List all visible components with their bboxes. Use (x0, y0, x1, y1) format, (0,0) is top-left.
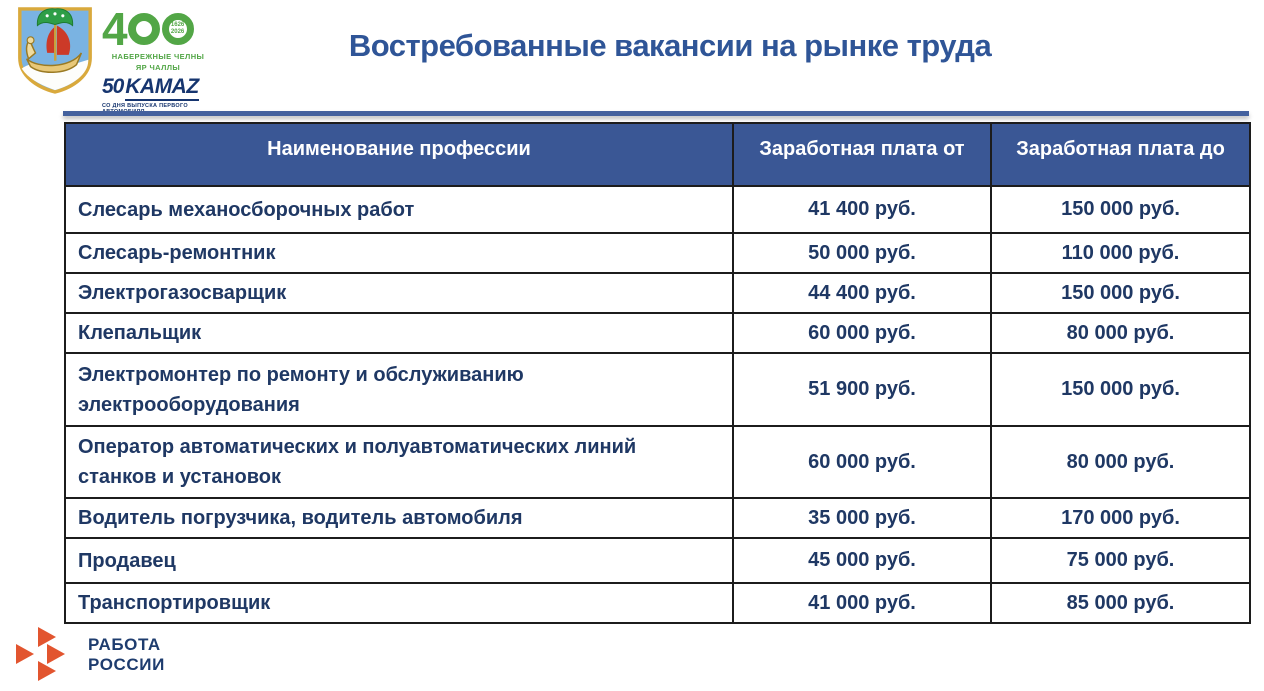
salary-to-cell: 80 000 руб. (990, 312, 1251, 354)
coat-of-arms-icon (18, 7, 92, 94)
table-header: Наименование профессии Заработная плата … (64, 122, 1251, 187)
anniversary-years: 1626 2026 (170, 22, 185, 35)
rabota-rossii-triangles-icon (14, 626, 76, 684)
table-row: Электрогазосварщик 44 400 руб. 150 000 р… (64, 272, 1251, 314)
salary-from-cell: 41 000 руб. (732, 582, 992, 624)
anniversary-zero-icon (127, 13, 160, 45)
rabota-rossii-line1: РАБОТА (88, 635, 161, 655)
profession-cell: Слесарь механосборочных работ (64, 185, 734, 234)
anniversary-400-kamaz-logo: 4 1626 2026 НАБЕРЕЖНЫЕ ЧЕЛНЫ ЯР ЧАЛЛЫ 50… (102, 3, 214, 115)
salary-to-cell: 80 000 руб. (990, 425, 1251, 499)
table-row: Электромонтер по ремонту и обслуживанию … (64, 352, 1251, 427)
anniversary-400: 4 1626 2026 (102, 3, 214, 55)
salary-from-cell: 50 000 руб. (732, 232, 992, 274)
profession-cell: Клепальщик (64, 312, 734, 354)
profession-cell: Электрогазосварщик (64, 272, 734, 314)
salary-from-cell: 60 000 руб. (732, 425, 992, 499)
triangle-icon (16, 644, 34, 664)
salary-to-cell: 150 000 руб. (990, 272, 1251, 314)
profession-cell: Оператор автоматических и полуавтоматиче… (64, 425, 734, 499)
salary-to-cell: 150 000 руб. (990, 352, 1251, 427)
salary-to-cell: 150 000 руб. (990, 185, 1251, 234)
profession-cell: Электромонтер по ремонту и обслуживанию … (64, 352, 734, 427)
rabota-rossii-logo: РАБОТА РОССИИ (14, 626, 165, 684)
anniversary-city-line2: ЯР ЧАЛЛЫ (135, 63, 181, 73)
triangle-icon (47, 644, 65, 664)
salary-from-cell: 60 000 руб. (732, 312, 992, 354)
rabota-rossii-text: РАБОТА РОССИИ (88, 635, 165, 674)
anniversary-city-line1: НАБЕРЕЖНЫЕ ЧЕЛНЫ (111, 52, 205, 61)
salary-from-cell: 45 000 руб. (732, 537, 992, 584)
triangle-icon (38, 627, 56, 647)
vacancies-table-body: Слесарь механосборочных работ 41 400 руб… (64, 185, 1251, 624)
salary-from-cell: 44 400 руб. (732, 272, 992, 314)
kamaz-50: 50 (102, 74, 124, 98)
column-header-profession: Наименование профессии (64, 122, 734, 187)
profession-cell: Транспортировщик (64, 582, 734, 624)
salary-to-cell: 170 000 руб. (990, 497, 1251, 539)
table-row: Оператор автоматических и полуавтоматиче… (64, 425, 1251, 499)
triangle-icon (38, 661, 56, 681)
vacancies-table: Наименование профессии Заработная плата … (64, 122, 1251, 624)
table-row: Клепальщик 60 000 руб. 80 000 руб. (64, 312, 1251, 354)
salary-to-cell: 110 000 руб. (990, 232, 1251, 274)
kamaz-name: KAMAZ (125, 75, 199, 101)
salary-from-cell: 51 900 руб. (732, 352, 992, 427)
salary-to-cell: 75 000 руб. (990, 537, 1251, 584)
coat-of-arms-logo (12, 4, 98, 96)
column-header-salary-from: Заработная плата от (732, 122, 992, 187)
kamaz-50-wordmark: 50 KAMAZ (102, 75, 214, 101)
salary-to-cell: 85 000 руб. (990, 582, 1251, 624)
profession-cell: Продавец (64, 537, 734, 584)
anniversary-digit-4: 4 (102, 3, 128, 55)
anniversary-zero-years-icon: 1626 2026 (161, 13, 194, 45)
profession-cell: Водитель погрузчика, водитель автомобиля (64, 497, 734, 539)
table-row: Слесарь-ремонтник 50 000 руб. 110 000 ру… (64, 232, 1251, 274)
table-row: Продавец 45 000 руб. 75 000 руб. (64, 537, 1251, 584)
salary-from-cell: 35 000 руб. (732, 497, 992, 539)
profession-cell: Слесарь-ремонтник (64, 232, 734, 274)
page-title: Востребованные вакансии на рынке труда (348, 28, 992, 63)
table-row: Транспортировщик 41 000 руб. 85 000 руб. (64, 582, 1251, 624)
column-header-salary-to: Заработная плата до (990, 122, 1251, 187)
table-row: Водитель погрузчика, водитель автомобиля… (64, 497, 1251, 539)
title-divider-rule (63, 111, 1249, 116)
table-row: Слесарь механосборочных работ 41 400 руб… (64, 185, 1251, 234)
salary-from-cell: 41 400 руб. (732, 185, 992, 234)
rabota-rossii-line2: РОССИИ (88, 655, 165, 674)
